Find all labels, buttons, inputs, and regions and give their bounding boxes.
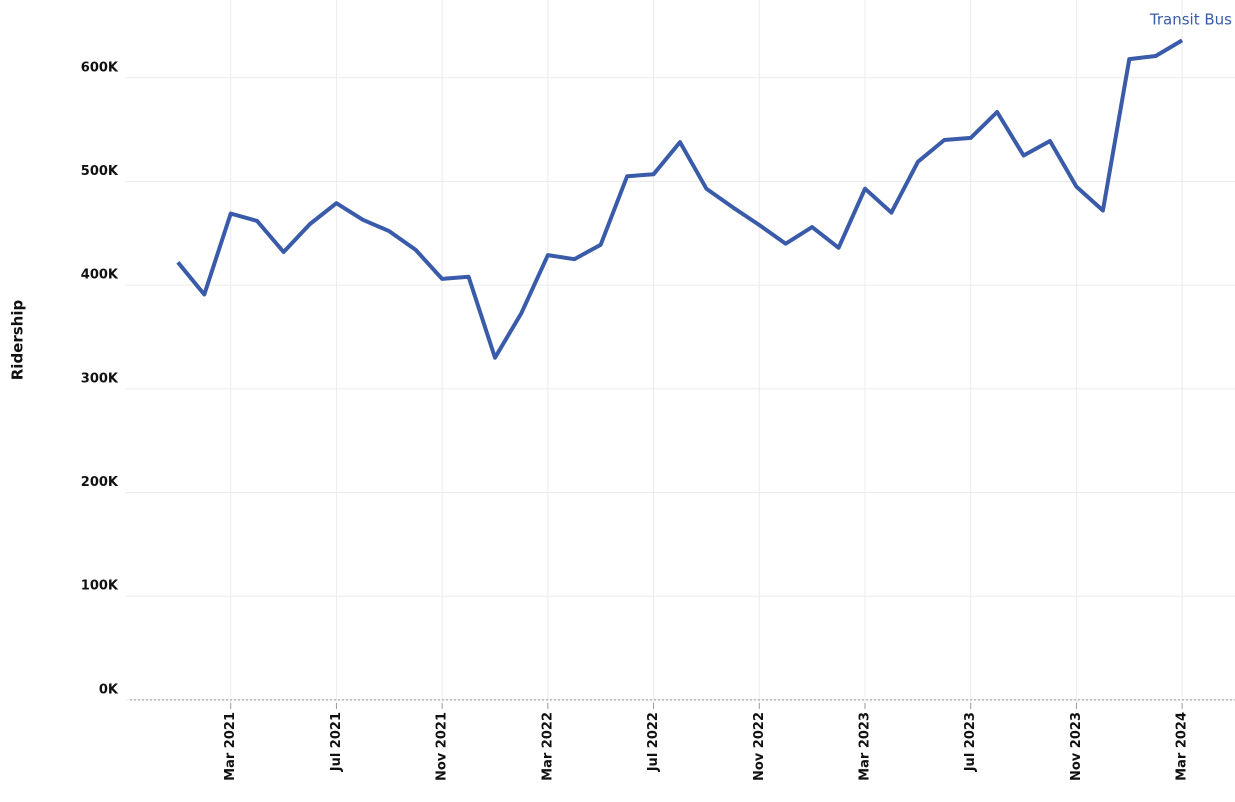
y-tick-label: 600K (81, 60, 119, 75)
x-tick-label: Jul 2022 (646, 712, 661, 772)
x-tick-label: Jul 2023 (963, 712, 978, 772)
x-tick-label: Mar 2023 (858, 712, 873, 781)
y-tick-label: 400K (81, 268, 119, 283)
x-tick-label: Nov 2021 (435, 712, 450, 781)
y-tick-label: 300K (81, 371, 119, 386)
y-tick-label: 0K (99, 682, 119, 697)
x-tick-label: Mar 2022 (540, 712, 555, 781)
series-line (176, 38, 1184, 360)
series-label: Transit Bus (1149, 11, 1232, 29)
x-tick-label: Mar 2024 (1175, 712, 1190, 781)
y-axis-title: Ridership (9, 300, 27, 381)
x-tick-label: Nov 2023 (1069, 712, 1084, 781)
y-tick-label: 200K (81, 475, 119, 490)
x-tick-label: Mar 2021 (223, 712, 238, 781)
y-tick-label: 100K (81, 579, 119, 594)
x-tick-label: Nov 2022 (752, 712, 767, 781)
x-tick-label: Jul 2021 (329, 712, 344, 772)
y-tick-label: 500K (81, 164, 119, 179)
